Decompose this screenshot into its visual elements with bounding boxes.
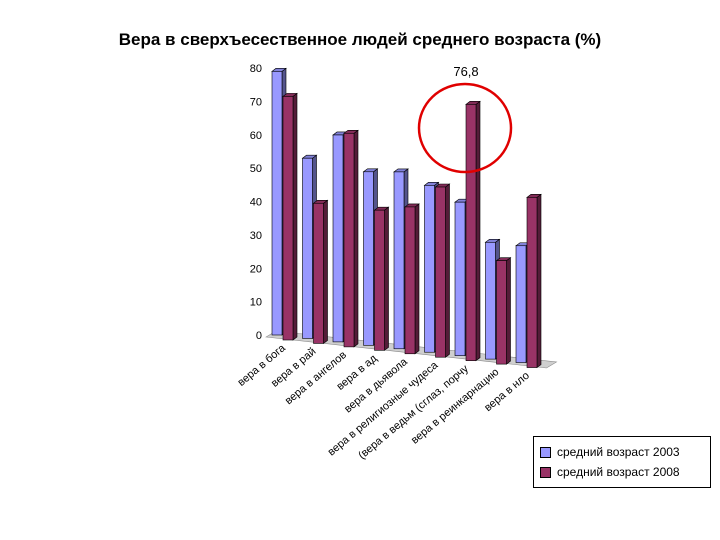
bar <box>496 260 507 365</box>
bar <box>374 209 385 351</box>
y-tick-label: 70 <box>250 96 262 108</box>
legend-item-2003: средний возраст 2003 <box>540 442 704 462</box>
bar-side <box>536 193 542 369</box>
bar-side <box>292 92 298 341</box>
bar-side <box>384 206 389 351</box>
bar <box>424 185 435 353</box>
bar <box>393 171 405 350</box>
legend-swatch-2003 <box>540 446 551 458</box>
highlight-circle <box>417 82 513 174</box>
bar-side <box>414 203 420 355</box>
bar <box>526 197 538 368</box>
bar <box>363 171 374 346</box>
annotation-label: 76,8 <box>453 64 478 79</box>
bar <box>465 104 477 361</box>
category-label: вера в ангелов <box>283 349 349 407</box>
bar <box>343 132 355 348</box>
y-tick-label: 50 <box>250 163 262 175</box>
bar <box>332 134 344 343</box>
legend-label-2003: средний возраст 2003 <box>557 445 680 459</box>
bar <box>271 71 283 336</box>
bar-side <box>353 129 359 348</box>
y-tick-label: 20 <box>250 263 262 275</box>
bar <box>435 186 446 358</box>
chart-legend: средний возраст 2003 средний возраст 200… <box>533 436 711 488</box>
bar <box>302 157 313 339</box>
bar-side <box>445 183 450 358</box>
y-tick-label: 30 <box>250 230 262 242</box>
legend-label-2008: средний возраст 2008 <box>557 465 680 479</box>
bar <box>313 202 324 344</box>
bar <box>485 241 496 360</box>
y-tick-label: 0 <box>256 330 262 342</box>
legend-item-2008: средний возраст 2008 <box>540 462 704 482</box>
bar-side <box>475 100 481 362</box>
bar <box>404 206 416 355</box>
y-tick-label: 40 <box>250 197 262 209</box>
chart-title: Вера в сверхъесественное людей среднего … <box>118 30 602 49</box>
bar <box>515 245 527 363</box>
y-tick-label: 60 <box>250 130 262 142</box>
bar <box>282 96 294 341</box>
legend-swatch-2008 <box>540 466 551 478</box>
y-tick-label: 10 <box>250 297 262 309</box>
bar-side <box>323 199 328 345</box>
y-tick-label: 80 <box>250 63 262 75</box>
bar <box>454 201 466 356</box>
bar-side <box>506 257 511 365</box>
